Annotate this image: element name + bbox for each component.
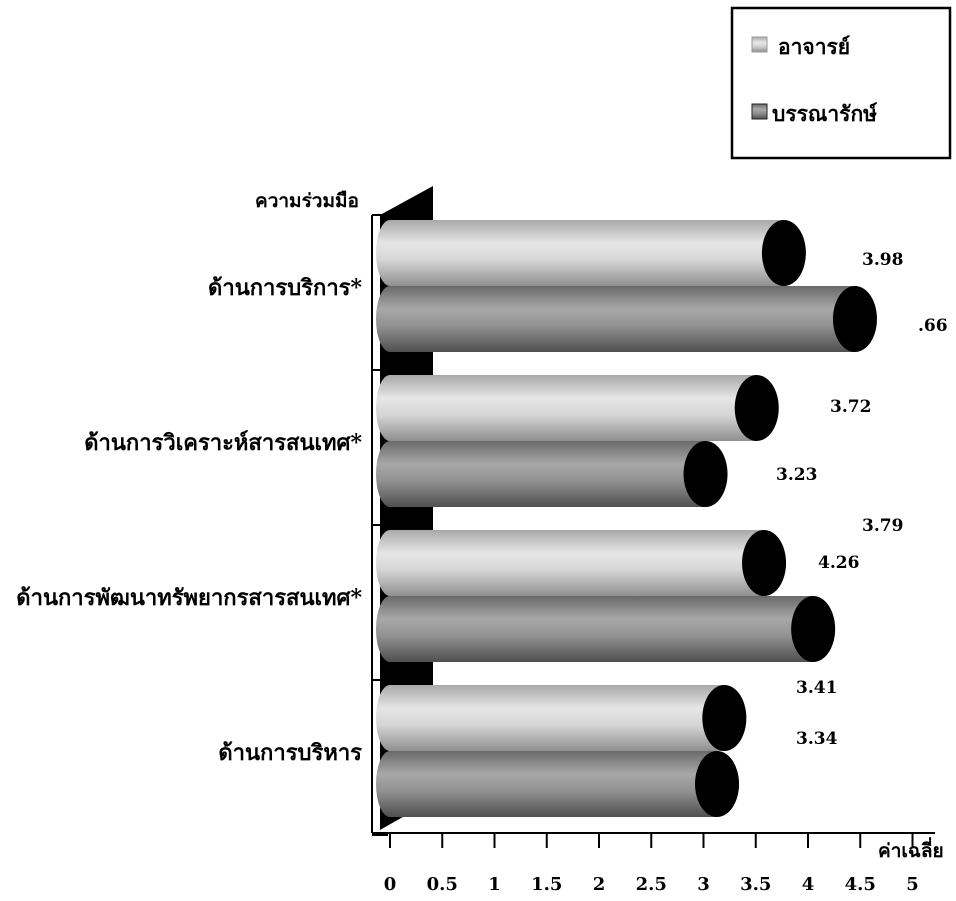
bar	[376, 441, 728, 507]
data-label: 3.72	[830, 397, 871, 417]
x-tick-label: 3	[697, 874, 710, 895]
category-label: ด้านการพัฒนาทรัพยากรสารสนเทศ*	[16, 585, 362, 611]
bar-base	[376, 530, 404, 596]
bar-body	[390, 375, 757, 441]
data-label: 4.26	[818, 553, 859, 573]
bar-cap	[791, 596, 836, 662]
data-label: 3.23	[776, 465, 817, 485]
category-label: ด้านการบริการ*	[208, 275, 362, 301]
data-label: 3.98	[862, 250, 903, 270]
x-tick-label: 0	[384, 874, 397, 895]
bar	[376, 220, 806, 286]
bar-cap	[761, 220, 806, 286]
bar	[376, 596, 836, 662]
bar	[376, 751, 740, 817]
x-tick-label: 4	[802, 874, 815, 895]
x-axis-title: ค่าเฉลี่ย	[878, 837, 944, 862]
legend: อาจารย์ บรรณารักษ์	[730, 6, 952, 160]
data-label: 3.79	[862, 516, 903, 536]
bar-base	[376, 286, 404, 352]
bar-cap	[832, 286, 877, 352]
category-label: ด้านการวิเคราะห์สารสนเทศ*	[84, 430, 362, 456]
bar	[376, 286, 877, 352]
legend-swatch-series-1	[751, 36, 768, 53]
bar-cap	[702, 685, 747, 751]
bar-cap	[734, 375, 779, 441]
bar-base	[376, 441, 404, 507]
y-axis-title: ความร่วมมือ	[255, 190, 359, 212]
legend-swatch-series-2	[751, 103, 768, 120]
legend-box	[730, 6, 952, 160]
category-tick-marks	[372, 214, 388, 836]
bar-base	[376, 220, 404, 286]
bar-body	[390, 286, 855, 352]
x-tick-label: 4.5	[845, 874, 876, 895]
x-tick-label: 1.5	[531, 874, 562, 895]
bar-cap	[695, 751, 740, 817]
bar	[376, 685, 747, 751]
data-label: 3.41	[796, 678, 837, 698]
bar-base	[376, 685, 404, 751]
bar-body	[390, 530, 765, 596]
bar-base	[376, 375, 404, 441]
bar-body	[390, 596, 814, 662]
bars	[376, 220, 877, 817]
bar-body	[390, 751, 718, 817]
x-tick-label: 2	[593, 874, 606, 895]
data-label: 3.34	[796, 729, 838, 749]
bar-body	[390, 220, 784, 286]
bar-base	[376, 751, 404, 817]
bar-body	[390, 685, 725, 751]
x-axis-ticks: 0 0.5 1 1.5 2 2.5 3 3.5 4 4.5 5	[384, 833, 919, 895]
value-labels: 3.98 .66 3.72 3.23 3.794.26 3.41 3.34	[776, 250, 948, 749]
bar	[376, 530, 787, 596]
x-tick-label: 2.5	[636, 874, 667, 895]
category-label: ด้านการบริหาร	[218, 740, 362, 766]
bar-body	[390, 441, 706, 507]
bar	[376, 375, 779, 441]
x-tick-label: 3.5	[740, 874, 771, 895]
bar-cap	[683, 441, 728, 507]
bar-cap	[742, 530, 787, 596]
legend-label-series-2: บรรณารักษ์	[772, 101, 878, 126]
x-tick-label: 1	[488, 874, 501, 895]
category-labels: ด้านการบริการ* ด้านการวิเคราะห์สารสนเทศ* ด…	[16, 275, 362, 766]
bar-base	[376, 596, 404, 662]
x-tick-label: 5	[906, 874, 919, 895]
legend-label-series-1: อาจารย์	[778, 34, 850, 59]
x-tick-label: 0.5	[427, 874, 458, 895]
data-label: .66	[918, 316, 948, 336]
